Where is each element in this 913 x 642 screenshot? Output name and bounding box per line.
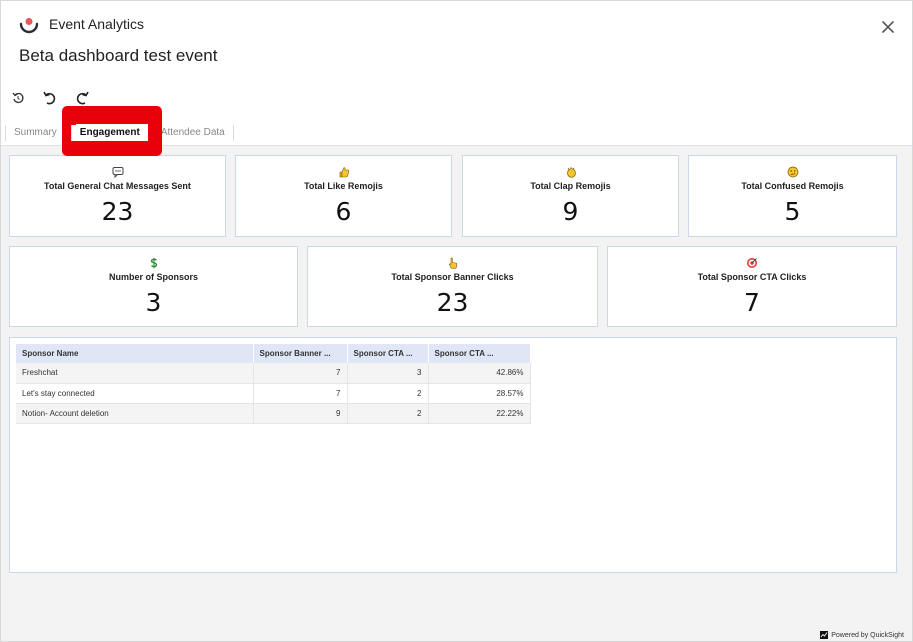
kpi-value: 7 xyxy=(744,288,760,317)
table-row[interactable]: Let's stay connected 7 2 28.57% xyxy=(16,383,531,404)
kpi-value: 3 xyxy=(145,288,162,317)
table-cell: Let's stay connected xyxy=(16,383,254,404)
app-logo-icon xyxy=(19,18,39,34)
reset-icon xyxy=(12,92,24,104)
table-cell: 9 xyxy=(253,403,348,424)
kpi-label: Total Like Remojis xyxy=(304,181,383,191)
kpi-confused-remojis[interactable]: Total Confused Remojis 5 xyxy=(688,155,897,237)
kpi-value: 23 xyxy=(101,197,134,226)
kpi-like-remojis[interactable]: Total Like Remojis 6 xyxy=(235,155,452,237)
dollar-icon xyxy=(150,257,157,269)
undo-icon xyxy=(43,91,56,105)
tab-summary[interactable]: Summary xyxy=(5,125,65,141)
sponsor-table: Sponsor Name Sponsor Banner ... Sponsor … xyxy=(16,344,531,424)
table-row[interactable]: Freshchat 7 3 42.86% xyxy=(16,363,531,384)
sponsor-table-panel: Sponsor Name Sponsor Banner ... Sponsor … xyxy=(9,337,897,573)
kpi-value: 23 xyxy=(436,288,469,317)
kpi-label: Total Clap Remojis xyxy=(530,181,611,191)
kpi-chat-messages[interactable]: Total General Chat Messages Sent 23 xyxy=(9,155,226,237)
kpi-value: 5 xyxy=(784,197,801,226)
kpi-sponsor-cta-clicks[interactable]: Total Sponsor CTA Clicks 7 xyxy=(607,246,897,327)
table-cell: Freshchat xyxy=(16,363,254,384)
table-cell: 42.86% xyxy=(428,363,531,384)
pointing-hand-icon xyxy=(448,257,457,269)
quicksight-logo-icon xyxy=(820,631,829,639)
table-cell: Notion- Account deletion xyxy=(16,403,254,424)
kpi-number-of-sponsors[interactable]: Number of Sponsors 3 xyxy=(9,246,298,327)
kpi-label: Total Sponsor Banner Clicks xyxy=(391,272,514,282)
kpi-sponsor-banner-clicks[interactable]: Total Sponsor Banner Clicks 23 xyxy=(307,246,598,327)
tab-engagement[interactable]: Engagement xyxy=(70,125,148,141)
app-name: Event Analytics xyxy=(49,16,144,32)
thumbs-up-icon xyxy=(339,167,349,178)
kpi-clap-remojis[interactable]: Total Clap Remojis 9 xyxy=(462,155,679,237)
undo-button[interactable] xyxy=(41,89,59,107)
table-cell: 2 xyxy=(347,383,429,404)
dashboard-sheet: Total General Chat Messages Sent 23 Tota… xyxy=(1,145,912,641)
confused-face-icon xyxy=(787,166,798,178)
kpi-label: Number of Sponsors xyxy=(108,272,198,282)
sheet-tabs: Summary Engagement Attendee Data xyxy=(5,123,234,143)
table-cell: 3 xyxy=(347,363,429,384)
speech-bubble-icon xyxy=(112,167,123,178)
table-cell: 7 xyxy=(253,383,348,404)
clap-icon xyxy=(566,167,576,178)
event-title: Beta dashboard test event xyxy=(19,46,218,65)
redo-icon xyxy=(76,91,89,105)
column-header[interactable]: Sponsor Banner ... xyxy=(253,344,348,363)
redo-button[interactable] xyxy=(73,89,91,107)
table-cell: 22.22% xyxy=(428,403,531,424)
powered-by-text: Powered by QuickSight xyxy=(831,631,904,639)
column-header[interactable]: Sponsor CTA ... xyxy=(347,344,429,363)
column-header[interactable]: Sponsor CTA ... xyxy=(428,344,531,363)
close-icon[interactable] xyxy=(880,19,896,35)
reset-button[interactable] xyxy=(9,89,27,107)
tab-attendee-data[interactable]: Attendee Data xyxy=(151,125,234,141)
kpi-label: Total General Chat Messages Sent xyxy=(44,181,191,191)
toolbar xyxy=(9,89,91,107)
column-header[interactable]: Sponsor Name xyxy=(16,344,254,363)
header: Event Analytics Beta dashboard test even… xyxy=(1,1,912,121)
table-row[interactable]: Notion- Account deletion 9 2 22.22% xyxy=(16,403,531,424)
kpi-value: 6 xyxy=(335,197,352,226)
kpi-value: 9 xyxy=(562,197,579,226)
kpi-label: Total Sponsor CTA Clicks xyxy=(697,272,807,282)
powered-by: Powered by QuickSight xyxy=(820,631,904,639)
kpi-label: Total Confused Remojis xyxy=(741,181,844,191)
target-icon xyxy=(747,258,757,268)
table-header-row: Sponsor Name Sponsor Banner ... Sponsor … xyxy=(16,344,531,363)
table-cell: 2 xyxy=(347,403,429,424)
table-cell: 7 xyxy=(253,363,348,384)
table-cell: 28.57% xyxy=(428,383,531,404)
